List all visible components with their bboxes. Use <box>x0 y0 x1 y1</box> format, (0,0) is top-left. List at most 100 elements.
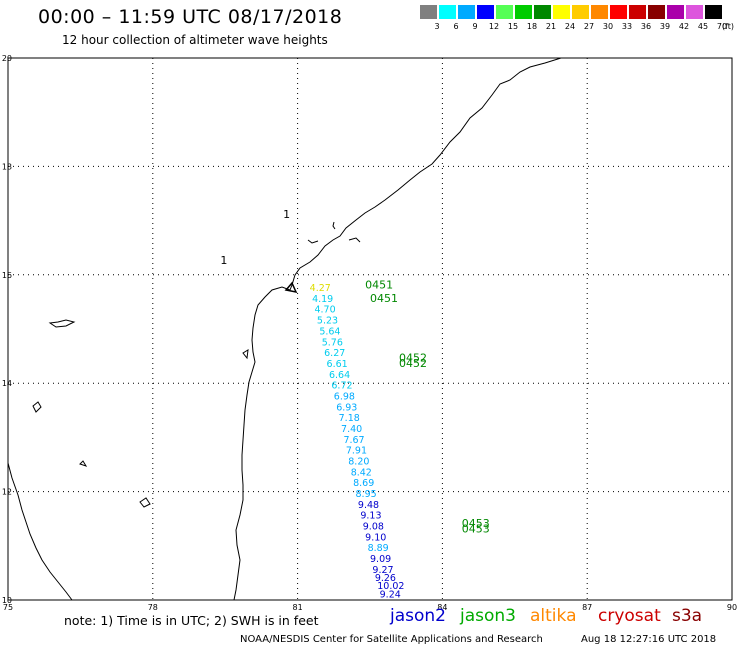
lat-tick-label: 20 <box>2 54 12 63</box>
swh-value-label: 9.13 <box>360 511 381 522</box>
lon-tick-label: 81 <box>293 603 303 612</box>
legend-tick-label: 33 <box>621 22 633 31</box>
india-east-coast <box>233 57 562 601</box>
swh-value-label: 9.09 <box>370 554 391 565</box>
legend-tick-label: 70 <box>716 22 728 31</box>
legend-swatch <box>591 5 608 19</box>
satellite-name-jason2: jason2 <box>390 606 446 626</box>
legend-tick-label: 3 <box>434 22 440 31</box>
inland-lake-1 <box>48 319 76 328</box>
generated-timestamp: Aug 18 12:27:16 UTC 2018 <box>581 634 717 645</box>
legend-swatch <box>496 5 513 19</box>
swh-value-label: 7.18 <box>339 413 360 424</box>
legend-swatch <box>610 5 627 19</box>
legend-tick-label: 45 <box>697 22 709 31</box>
pass-number-label: 0452 <box>399 352 427 365</box>
legend-tick-label: 39 <box>659 22 671 31</box>
legend-tick-label: 9 <box>472 22 478 31</box>
chart-title: 00:00 – 11:59 UTC 08/17/2018 <box>38 6 343 28</box>
lon-tick-label: 87 <box>582 603 592 612</box>
legend-swatch <box>458 5 475 19</box>
andhra-inlet <box>307 221 361 244</box>
lon-tick-label: 84 <box>437 603 447 612</box>
footnote: note: 1) Time is in UTC; 2) SWH is in fe… <box>64 613 319 628</box>
legend-tick-label: 42 <box>678 22 690 31</box>
legend-swatch <box>648 5 665 19</box>
west-coast <box>7 462 73 601</box>
swh-value-label: 6.27 <box>324 348 345 359</box>
lat-tick-label: 14 <box>2 379 12 388</box>
axis-ticks: 75 78 81 84 87 90 10 12 14 16 18 20 <box>2 54 737 612</box>
legend-swatch <box>572 5 589 19</box>
swh-value-label: 6.64 <box>329 370 350 381</box>
color-legend: 3 6 9 12 15 18 21 24 27 30 33 36 39 42 45 70 (ft) <box>420 5 734 35</box>
inland-lake-2 <box>32 401 42 413</box>
swh-value-label: 8.95 <box>356 489 377 500</box>
legend-unit: (ft) <box>721 22 735 31</box>
lon-tick-label: 75 <box>3 603 13 612</box>
legend-tick-label: 6 <box>453 22 459 31</box>
inland-lake-3 <box>242 349 249 360</box>
pass-number-label: 0453 <box>462 522 490 535</box>
station-label: 1 <box>220 254 227 267</box>
legend-tick-label: 27 <box>583 22 595 31</box>
pass-number-label: 0451 <box>370 292 398 305</box>
swh-value-label: 7.67 <box>343 435 364 446</box>
swh-value-label: 9.26 <box>375 573 396 584</box>
legend-tick-label: 21 <box>545 22 557 31</box>
swh-value-label: 6.61 <box>327 359 348 370</box>
satellite-name-altika: altika <box>530 606 577 626</box>
swh-value-label: 7.40 <box>341 424 362 435</box>
swh-value-label: 4.19 <box>312 294 333 305</box>
legend-tick-label: 36 <box>640 22 652 31</box>
station-label: 1 <box>283 208 290 221</box>
lon-tick-label: 90 <box>727 603 737 612</box>
pass-number-label: 0451 <box>365 278 393 291</box>
chart-subtitle: 12 hour collection of altimeter wave hei… <box>62 33 328 47</box>
lat-tick-label: 10 <box>2 596 12 605</box>
legend-tick-label: 24 <box>564 22 576 31</box>
legend-swatch <box>439 5 456 19</box>
inland-lake-5 <box>79 460 88 467</box>
legend-swatch <box>420 5 437 19</box>
coastline <box>7 57 562 601</box>
credit-line: NOAA/NESDIS Center for Satellite Applica… <box>240 634 543 645</box>
swh-value-label: 10.02 <box>377 581 404 592</box>
satellite-name-cryosat: cryosat <box>598 606 661 626</box>
swh-value-label: 8.89 <box>368 543 389 554</box>
lat-tick-label: 16 <box>2 271 12 280</box>
river-mouth <box>284 281 298 294</box>
swh-value-label: 6.93 <box>336 402 357 413</box>
legend-swatch <box>534 5 551 19</box>
swh-value-label: 9.48 <box>358 500 379 511</box>
satellite-name-jason3: jason3 <box>460 606 516 626</box>
legend-tick-label: 12 <box>488 22 500 31</box>
legend-tick-label: 30 <box>602 22 614 31</box>
swh-value-label: 6.98 <box>334 391 355 402</box>
swh-value-label: 5.64 <box>319 326 340 337</box>
swh-value-label: 8.42 <box>351 467 372 478</box>
swh-value-label: 9.08 <box>363 522 384 533</box>
pass-number-label: 0452 <box>399 357 427 370</box>
swh-value-label: 4.27 <box>310 283 331 294</box>
swh-value-label: 5.23 <box>317 316 338 327</box>
legend-swatch <box>686 5 703 19</box>
legend-swatch <box>629 5 646 19</box>
swh-value-label: 8.20 <box>348 457 369 468</box>
inland-lake-4 <box>139 497 151 508</box>
swh-value-label: 7.91 <box>346 446 367 457</box>
legend-swatch <box>705 5 722 19</box>
lat-tick-label: 12 <box>2 488 12 497</box>
lat-tick-label: 18 <box>2 162 12 171</box>
map-grid <box>7 57 733 601</box>
swh-value-label: 9.24 <box>380 589 401 600</box>
swh-value-label: 5.76 <box>322 337 343 348</box>
legend-swatch <box>515 5 532 19</box>
swh-value-label: 9.10 <box>365 532 386 543</box>
swh-value-label: 9.27 <box>372 565 393 576</box>
legend-tick-label: 18 <box>526 22 538 31</box>
swh-value-label: 4.70 <box>314 305 335 316</box>
legend-swatch <box>477 5 494 19</box>
